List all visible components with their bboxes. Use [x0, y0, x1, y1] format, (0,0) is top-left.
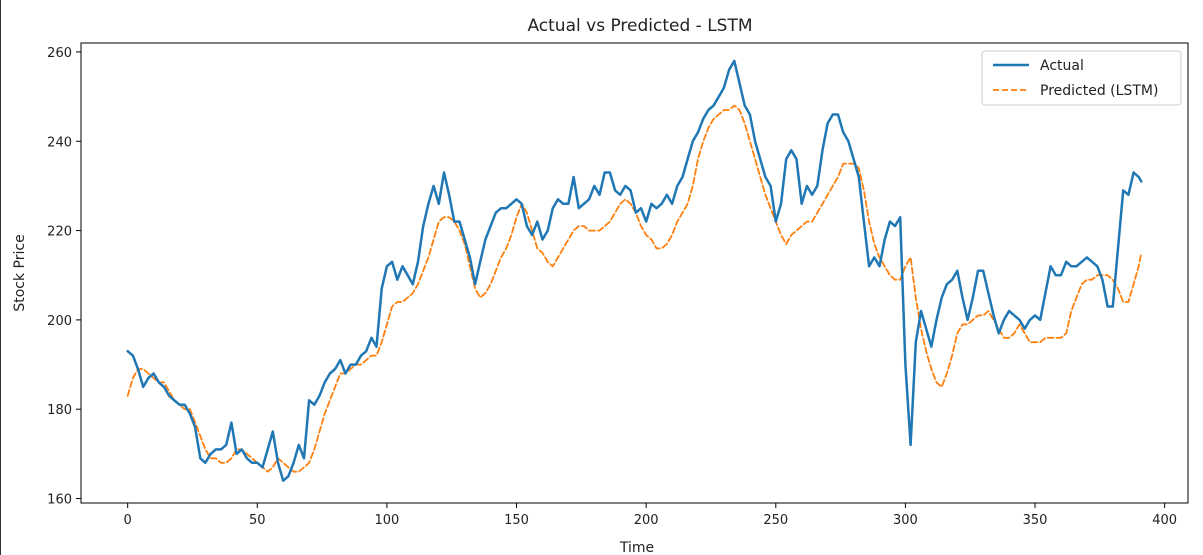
y-tick-label: 220 [47, 225, 72, 240]
y-tick-label: 160 [47, 493, 72, 508]
y-axis-label: Stock Price [12, 234, 28, 311]
x-tick-label: 100 [375, 513, 400, 528]
y-tick-label: 180 [47, 403, 72, 418]
y-axis: 160 180 200 220 240 260 [47, 46, 81, 508]
x-tick-label: 350 [1023, 513, 1048, 528]
x-tick-label: 150 [504, 513, 529, 528]
legend: Actual Predicted (LSTM) [981, 50, 1182, 106]
x-tick-label: 0 [124, 513, 132, 528]
legend-label-predicted: Predicted (LSTM) [1040, 83, 1158, 99]
x-tick-label: 300 [893, 513, 918, 528]
x-axis-label: Time [619, 540, 654, 555]
plot-area [80, 42, 1189, 504]
series-line-actual [126, 59, 1143, 482]
x-tick-label: 50 [249, 513, 266, 528]
legend-label-actual: Actual [1040, 58, 1084, 74]
y-tick-label: 260 [47, 46, 72, 61]
x-tick-label: 200 [634, 513, 659, 528]
window-left-edge [0, 0, 1, 555]
series-layer [126, 59, 1143, 482]
y-tick-label: 200 [47, 314, 72, 329]
x-tick-label: 250 [763, 513, 788, 528]
y-tick-label: 240 [47, 135, 72, 150]
x-tick-label: 400 [1152, 513, 1177, 528]
chart-title: Actual vs Predicted - LSTM [527, 16, 752, 36]
x-axis: 0 50 100 150 200 250 300 350 400 [124, 503, 1177, 528]
legend-box [981, 50, 1182, 106]
